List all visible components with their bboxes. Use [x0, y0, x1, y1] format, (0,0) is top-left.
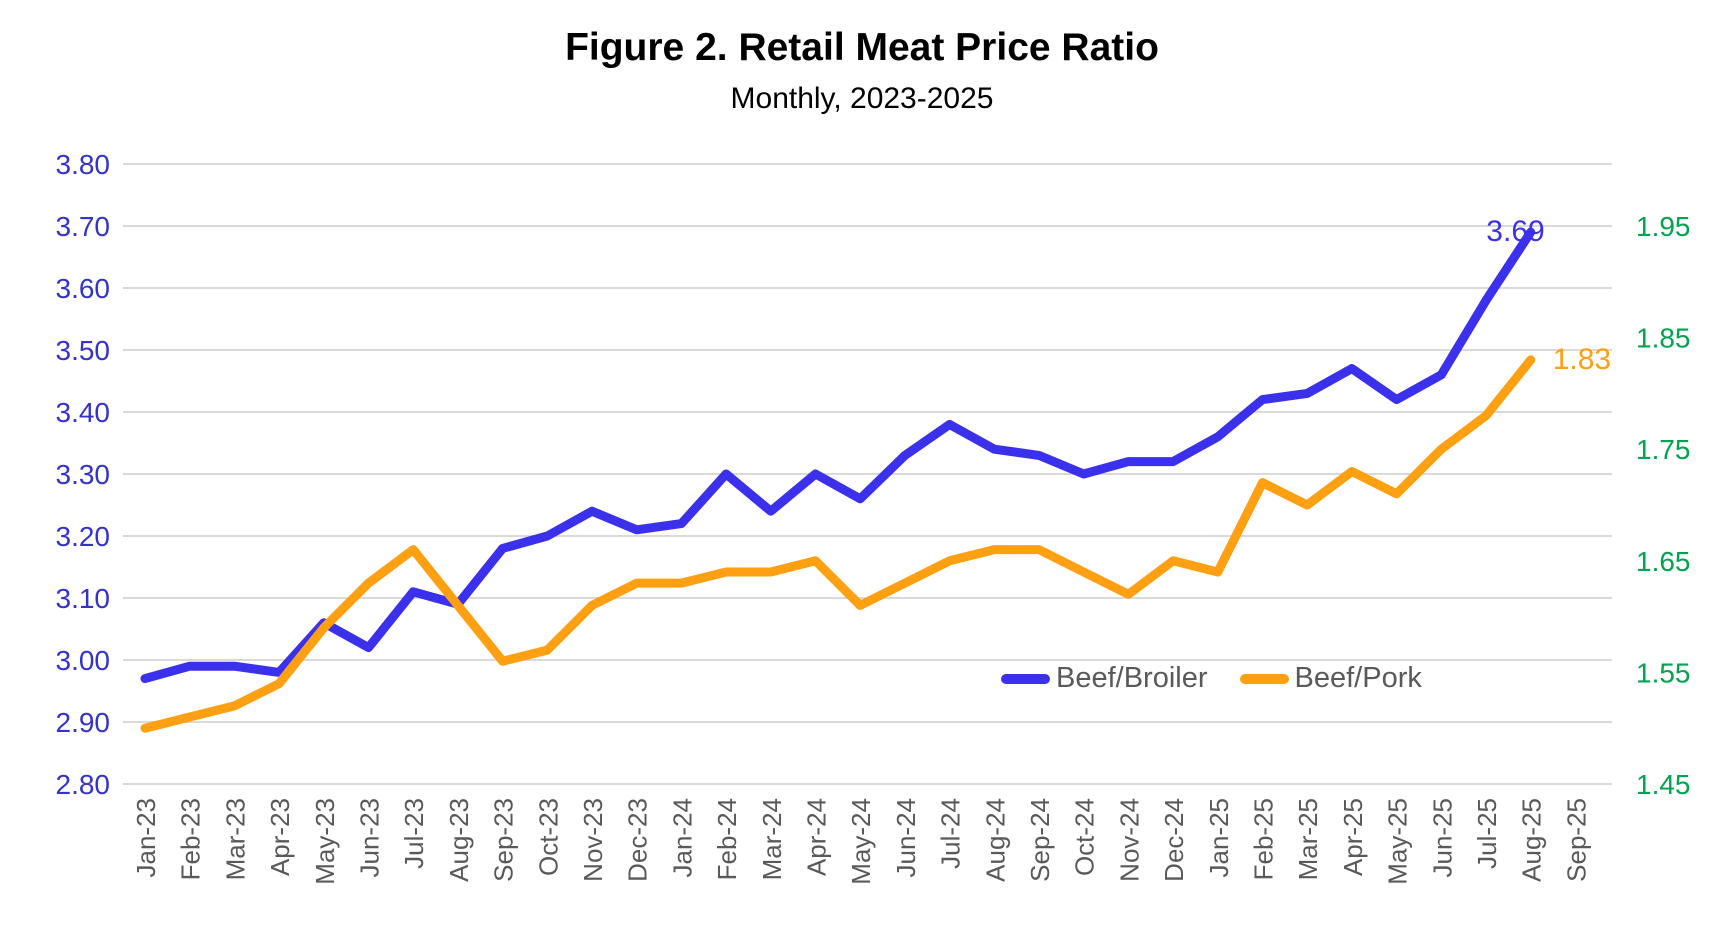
series-end-data-label: 1.83	[1553, 343, 1611, 376]
right-axis-tick-label: 1.65	[1636, 546, 1691, 577]
series-end-data-label: 3.69	[1486, 215, 1544, 248]
left-axis-tick-label: 3.10	[56, 583, 111, 614]
x-axis-month-label: Mar-24	[757, 798, 787, 880]
left-axis-tick-label: 2.90	[56, 707, 111, 738]
legend-item-beef-pork: Beef/Pork	[1239, 662, 1422, 695]
x-axis-month-label: Feb-23	[176, 798, 206, 880]
left-axis-tick-label: 3.70	[56, 211, 111, 242]
beef-broiler-legend-label: Beef/Broiler	[1056, 662, 1208, 694]
left-axis-tick-label: 2.80	[56, 769, 111, 800]
x-axis-month-label: Jul-23	[399, 798, 429, 869]
right-axis-tick-label: 1.85	[1636, 323, 1691, 354]
chart-title: Figure 2. Retail Meat Price Ratio	[565, 26, 1159, 69]
x-axis-month-label: Oct-23	[533, 798, 563, 876]
x-axis-month-label: Sep-24	[1025, 798, 1055, 882]
right-axis-tick-label: 1.95	[1636, 211, 1691, 242]
beef-broiler-legend-swatch	[1001, 673, 1050, 684]
left-axis-tick-label: 3.00	[56, 645, 111, 676]
x-axis-month-label: Nov-24	[1114, 798, 1144, 882]
x-axis-month-label: Apr-25	[1338, 798, 1368, 876]
x-axis-month-label: Mar-25	[1293, 798, 1323, 880]
left-axis-tick-label: 3.60	[56, 273, 111, 304]
x-axis-month-label: Sep-25	[1561, 798, 1591, 882]
x-axis-month-label: Jun-25	[1427, 798, 1457, 878]
left-axis-tick-label: 3.80	[56, 149, 111, 180]
x-axis-month-label: Nov-23	[578, 798, 608, 882]
chart-legend: Beef/Broiler Beef/Pork	[1001, 662, 1422, 695]
right-axis-tick-label: 1.75	[1636, 434, 1691, 465]
x-axis-month-label: Jan-25	[1204, 798, 1234, 878]
x-axis-month-label: Oct-24	[1070, 798, 1100, 876]
x-axis-month-label: Dec-23	[623, 798, 653, 882]
series-line-beef-broiler	[140, 227, 1536, 684]
x-axis-month-label: Jul-24	[936, 798, 966, 869]
left-axis-tick-label: 3.30	[56, 459, 111, 490]
x-axis-month-label: Feb-24	[712, 798, 742, 880]
right-axis-tick-label: 1.55	[1636, 657, 1691, 688]
x-axis-month-label: May-23	[310, 798, 340, 885]
chart-subtitle: Monthly, 2023-2025	[730, 82, 994, 115]
left-axis-tick-label: 3.50	[56, 335, 111, 366]
legend-item-beef-broiler: Beef/Broiler	[1001, 662, 1208, 695]
x-axis-month-label: Jun-24	[891, 798, 921, 878]
x-axis-month-label: Sep-23	[489, 798, 519, 882]
x-axis-month-label: May-24	[846, 798, 876, 885]
x-axis-month-label: Jan-23	[131, 798, 161, 878]
series-line-beef-pork	[140, 355, 1536, 733]
x-axis-month-label: Jan-24	[667, 798, 697, 878]
x-axis-month-label: Jun-23	[355, 798, 385, 878]
x-axis-month-label: Aug-24	[980, 798, 1010, 882]
x-axis-month-label: Aug-25	[1517, 798, 1547, 882]
x-axis-month-label: May-25	[1383, 798, 1413, 885]
x-axis-month-label: Aug-23	[444, 798, 474, 882]
right-axis-tick-label: 1.45	[1636, 769, 1691, 800]
beef-pork-legend-swatch	[1239, 673, 1289, 684]
x-axis-month-label: Jul-25	[1472, 798, 1502, 869]
x-axis-month-label: Mar-23	[220, 798, 250, 880]
beef-pork-legend-label: Beef/Pork	[1294, 662, 1422, 694]
x-axis-month-label: Dec-24	[1159, 798, 1189, 882]
x-axis-month-label: Feb-25	[1249, 798, 1279, 880]
x-axis-month-label: Apr-23	[265, 798, 295, 876]
left-axis-tick-label: 3.40	[56, 397, 111, 428]
x-axis-month-label: Apr-24	[802, 798, 832, 876]
left-axis-tick-label: 3.20	[56, 521, 111, 552]
